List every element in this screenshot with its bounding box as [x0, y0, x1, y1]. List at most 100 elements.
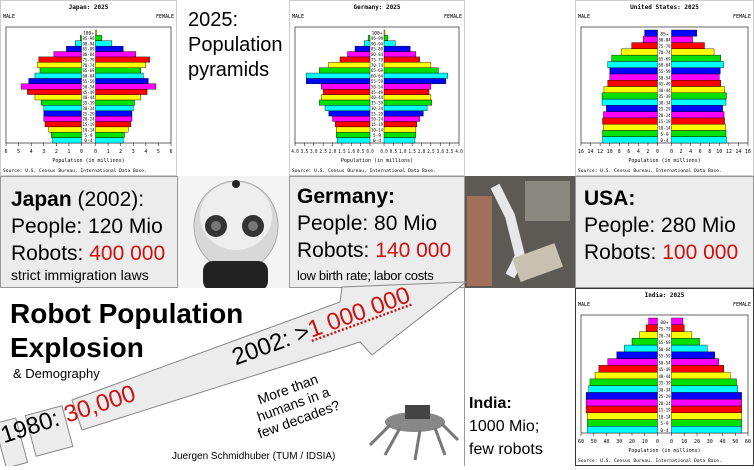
bar-female-75-79 [95, 56, 150, 63]
bar-female-70-74 [671, 331, 693, 339]
usa-robots-label: Robots: [584, 241, 663, 264]
age-label: 95-99 [371, 36, 383, 42]
bar-male-50-54 [609, 73, 658, 81]
tick-label: 0.0 [380, 149, 387, 155]
bar-male-40-44 [594, 371, 658, 380]
age-label: 35-39 [659, 381, 671, 387]
bar-female-35-39 [671, 92, 727, 100]
tick-label: 12 [726, 149, 732, 155]
bar-male-60-64 [607, 61, 658, 68]
bar-female-10-14 [383, 126, 417, 133]
bar-male-75-79 [38, 56, 82, 63]
tick-label: 5 [157, 149, 160, 155]
bar-female-0-4 [671, 136, 727, 144]
male-label: MALE [292, 14, 304, 20]
bar-female-50-54 [383, 83, 432, 90]
bar-female-65-69 [671, 54, 721, 62]
bar-female-55-59 [671, 351, 716, 359]
bar-male-25-29 [606, 105, 658, 112]
slide-title-line2: Explosion [10, 332, 144, 363]
bar-male-60-64 [306, 72, 371, 79]
tick-label: 4 [637, 149, 640, 155]
bar-female-5-9 [671, 130, 727, 137]
bar-female-60-64 [95, 72, 144, 79]
tick-label: 3.5 [446, 149, 453, 155]
industrial-robot-image [465, 176, 575, 288]
tick-label: 30 [707, 439, 713, 445]
tick-label: 8 [708, 149, 711, 155]
tick-label: 0.5 [357, 149, 364, 155]
bar-male-35-39 [319, 99, 371, 106]
age-label: 20-24 [83, 117, 95, 123]
bar-male-35-39 [589, 378, 658, 386]
bar-male-65-69 [319, 67, 371, 74]
age-label: 20-24 [371, 117, 383, 123]
tick-label: 30 [616, 439, 622, 445]
age-label: 100+ [83, 31, 94, 37]
bar-male-45-49 [27, 88, 82, 95]
tick-label: 0 [656, 439, 659, 445]
bar-female-60-64 [671, 61, 724, 68]
bar-male-10-14 [336, 126, 371, 133]
bar-male-80-84 [53, 51, 82, 58]
bar-male-70-74 [328, 62, 371, 68]
tick-label: 0.5 [390, 149, 397, 155]
japan-people: People: 120 Mio [11, 215, 163, 238]
bar-male-90-94 [75, 40, 82, 47]
bar-male-25-29 [43, 110, 82, 117]
age-label: 85-89 [371, 47, 383, 53]
age-label: 70-74 [659, 50, 671, 56]
bar-male-65-69 [631, 338, 658, 346]
male-label: MALE [578, 302, 590, 308]
bar-female-100+ [383, 29, 386, 36]
bar-male-10-14 [587, 412, 658, 420]
age-label: 0-4 [84, 138, 92, 144]
slide-title-line1: Robot Population [10, 298, 244, 329]
germany-note: low birth rate; labor costs [297, 268, 434, 283]
bar-female-0-4 [671, 426, 742, 434]
tick-label: 6 [699, 149, 702, 155]
bar-female-80-84 [383, 51, 417, 58]
tick-label: 60 [578, 439, 584, 445]
age-label: 80-84 [83, 52, 95, 58]
tick-label: 12 [597, 149, 603, 155]
bar-female-75-79 [671, 324, 685, 332]
age-label: 30-34 [83, 106, 95, 112]
x-axis-label: Population (in millions) [628, 158, 700, 164]
bar-male-40-44 [603, 86, 658, 93]
bar-female-20-24 [383, 115, 420, 122]
age-label: 10-14 [83, 127, 95, 133]
bar-female-75-79 [383, 56, 420, 63]
plot-frame [580, 26, 749, 144]
x-axis-label: Population (in millions) [341, 158, 413, 164]
bar-male-30-34 [588, 385, 658, 393]
bar-male-25-29 [585, 392, 658, 400]
usa-pyramid-chart: United States: 2025 MALE FEMALE 0-4 5-9 10-14… [575, 0, 754, 176]
bar-female-75-79 [671, 42, 705, 50]
bar-male-5-9 [587, 419, 658, 427]
age-label: 30-34 [371, 106, 383, 112]
bar-female-50-54 [95, 83, 157, 90]
source-note: Source: U.S. Census Bureau, Internationa… [3, 168, 147, 174]
source-note: Source: U.S. Census Bureau, Internationa… [578, 168, 722, 174]
bar-female-60-64 [383, 72, 448, 79]
tick-label: 2.0 [418, 149, 425, 155]
tick-label: 2.5 [427, 149, 434, 155]
bar-female-85+ [671, 29, 698, 37]
bar-female-10-14 [671, 412, 742, 420]
age-label: 40-44 [83, 95, 95, 101]
bar-female-40-44 [671, 371, 731, 380]
bar-female-85-89 [95, 45, 124, 52]
tick-label: 1.5 [338, 149, 345, 155]
tick-label: 2 [680, 149, 683, 155]
age-label: 15-19 [371, 122, 383, 128]
bar-female-25-29 [671, 392, 742, 400]
age-label: 20-24 [659, 113, 671, 119]
india-line1: India: [469, 395, 512, 412]
age-label: 60-64 [659, 347, 671, 353]
tick-label: 1.0 [399, 149, 406, 155]
heading-2025: 2025: Population pyramids [188, 9, 283, 81]
bar-female-15-19 [671, 117, 725, 125]
x-axis-label: Population (in millions) [52, 158, 124, 164]
bar-female-90-94 [383, 40, 396, 47]
